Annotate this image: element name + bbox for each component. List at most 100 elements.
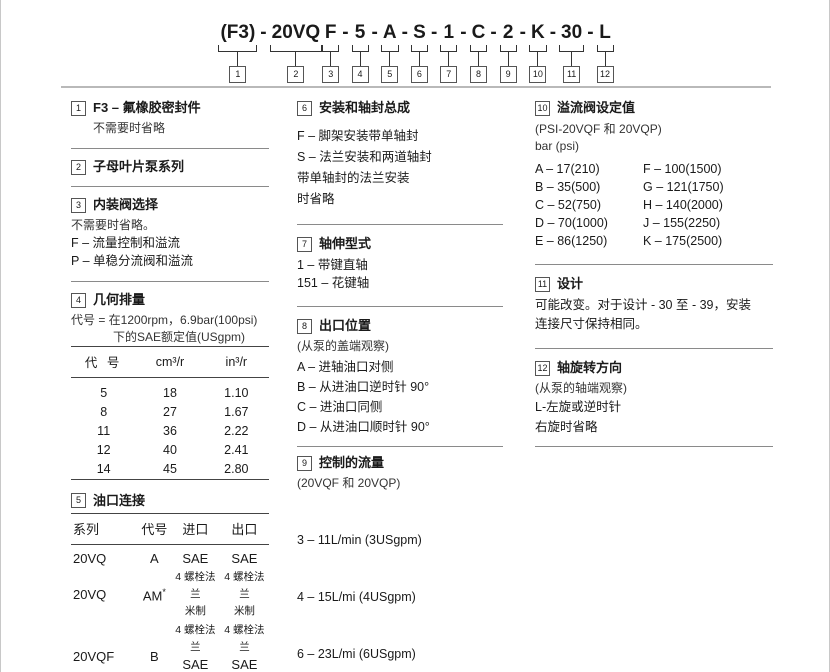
section-5-header: 5 油口连接: [71, 493, 269, 509]
section-9: 9 控制的流量 (20VQF 和 20VQP) 3 – 11L/min (3US…: [297, 455, 503, 672]
code-bracket: [410, 45, 428, 52]
section-7: 7 轴伸型式 1 – 带键直轴 151 – 花键轴: [297, 236, 503, 292]
code-separator: -: [430, 22, 438, 43]
column-left: 1 F3 – 氟橡胶密封件 不需要时省略 2 子母叶片泵系列 3 内装阀选择 不…: [1, 100, 291, 672]
section-divider: [535, 446, 773, 447]
option-item: 3 – 11L/min (3USgpm): [297, 533, 422, 547]
section-6-note-line2: 时省略: [297, 192, 335, 206]
option-item: K – 175(2500): [643, 234, 723, 248]
code-separator: -: [519, 22, 526, 43]
option-item: B – 35(500): [535, 180, 601, 194]
section-3: 3 内装阀选择 不需要时省略。 F – 流量控制和溢流 P – 单稳分流阀和溢流: [71, 197, 269, 270]
code-index-7: 7: [440, 66, 458, 83]
code-stem: [418, 52, 420, 66]
option-item: F – 100(1500): [643, 162, 722, 176]
section-divider: [71, 148, 269, 149]
section-title: 轴旋转方向: [557, 360, 623, 375]
section-badge: 1: [71, 100, 86, 116]
table-row: 11 36 2.22: [71, 422, 269, 441]
cell-code: 12: [96, 442, 111, 457]
column-middle: 6 安装和轴封总成 F – 脚架安装带单轴封 S – 法兰安装和两道轴封 带单轴…: [291, 100, 521, 672]
code-bracket: [596, 45, 614, 52]
section-10-note-line2: bar (psi): [535, 139, 580, 153]
cell-code: AM*: [138, 568, 171, 621]
code-stem: [330, 52, 332, 66]
code-stem: [448, 52, 450, 66]
cell-inlet: 4 螺栓法兰 米制: [171, 568, 220, 621]
option-item: P – 单稳分流阀和溢流: [71, 254, 194, 268]
section-badge: 4: [71, 292, 86, 308]
option-item: B – 从进油口逆时针 90°: [297, 380, 430, 394]
cell-inlet-line: 4 螺栓法兰: [175, 571, 216, 600]
cell-inlet: 4 螺栓法兰 SAE 直螺纹: [171, 621, 220, 672]
code-index-10: 10: [529, 66, 547, 83]
table-row: 14 45 2.80: [71, 459, 269, 480]
table-header-row: 代 号 cm³/r in³/r: [71, 346, 269, 378]
section-title: 几何排量: [93, 292, 146, 307]
table-row: 8 27 1.67: [71, 403, 269, 422]
code-bracket: [322, 45, 340, 52]
section-divider: [535, 348, 773, 349]
code-separator: -: [260, 22, 267, 43]
code-token: A: [382, 22, 397, 43]
section-12-options: L-左旋或逆时针 右旋时省略: [535, 397, 773, 437]
code-segment-6: S 6: [410, 22, 428, 83]
section-6-options: F – 脚架安装带单轴封 S – 法兰安装和两道轴封 带单轴封的法兰安装 时省略: [297, 126, 503, 210]
cell-code: 8: [100, 404, 108, 419]
code-segment-3: F 3: [322, 22, 340, 83]
option-item: A – 进轴油口对侧: [297, 360, 394, 374]
code-separator: -: [460, 22, 467, 43]
code-stem: [359, 52, 361, 66]
section-11-para-line1: 可能改变。对于设计 - 30 至 - 39，安装: [535, 298, 751, 312]
section-title: 轴伸型式: [319, 236, 372, 251]
table-row: 20VQ AM* 4 螺栓法兰 米制 4 螺栓法兰 米制: [71, 568, 269, 621]
section-4: 4 几何排量 代号 = 在1200rpm，6.9bar(100psi) 下的SA…: [71, 292, 269, 480]
option-item: S – 法兰安装和两道轴封: [297, 150, 432, 164]
section-3-note: 不需要时省略。: [71, 218, 156, 232]
section-10-options-left: A – 17(210) B – 35(500) C – 52(750) D – …: [535, 160, 621, 250]
code-bracket: [380, 45, 399, 52]
cell-in3r: 2.22: [224, 423, 249, 438]
section-1-note: 不需要时省略: [93, 121, 166, 135]
section-badge: 11: [535, 276, 550, 292]
code-index-9: 9: [499, 66, 517, 83]
table-row: 20VQ A SAE SAE: [71, 549, 269, 568]
code-token: K: [530, 22, 545, 43]
section-2-header: 2 子母叶片泵系列: [71, 159, 269, 175]
cell-inlet-line: 4 螺栓法兰: [175, 624, 216, 653]
code-bracket: [499, 45, 517, 52]
cell-series: 20VQF: [73, 648, 115, 664]
code-bracket: [218, 45, 258, 52]
option-item: C – 进油口同侧: [297, 400, 383, 414]
section-4-header: 4 几何排量: [71, 292, 269, 308]
model-code-diagram: (F3) 1 - 20VQ 2 F 3 - 5: [1, 0, 829, 88]
column-header-cm3r: cm³/r: [136, 346, 204, 378]
table-row: 12 40 2.41: [71, 441, 269, 460]
option-item: F – 脚架安装带单轴封: [297, 129, 419, 143]
section-title: 溢流阀设定值: [557, 100, 636, 115]
section-3-options: F – 流量控制和溢流 P – 单稳分流阀和溢流: [71, 234, 269, 270]
section-5: 5 油口连接 系列 代号 进口 出口: [71, 493, 269, 672]
code-token: S: [413, 22, 426, 43]
column-header-inlet: 进口: [170, 512, 220, 545]
column-header-series: 系列: [71, 512, 138, 545]
column-header-code: 代 号: [71, 346, 137, 378]
section-divider: [297, 224, 503, 225]
code-index-4: 4: [351, 66, 369, 83]
spec-columns: 1 F3 – 氟橡胶密封件 不需要时省略 2 子母叶片泵系列 3 内装阀选择 不…: [1, 100, 829, 672]
model-code-row: (F3) 1 - 20VQ 2 F 3 - 5: [1, 22, 829, 83]
section-9-note: (20VQF 和 20VQP): [297, 476, 401, 490]
code-token: 2: [502, 22, 514, 43]
section-10-options-right: F – 100(1500) G – 121(1750) H – 140(2000…: [643, 160, 724, 250]
code-index-8: 8: [469, 66, 487, 83]
section-11-para-line2: 连接尺寸保持相同。: [535, 317, 648, 331]
section-title: 内装阀选择: [93, 197, 159, 212]
code-segment-4: 5 4: [351, 22, 369, 83]
option-item: G – 121(1750): [643, 180, 724, 194]
section-8-header: 8 出口位置: [297, 318, 503, 334]
section-title: 设计: [557, 276, 584, 291]
option-item: H – 140(2000): [643, 198, 723, 212]
code-index-1: 1: [229, 66, 247, 83]
option-item: D – 从进油口顺时针 90°: [297, 420, 430, 434]
